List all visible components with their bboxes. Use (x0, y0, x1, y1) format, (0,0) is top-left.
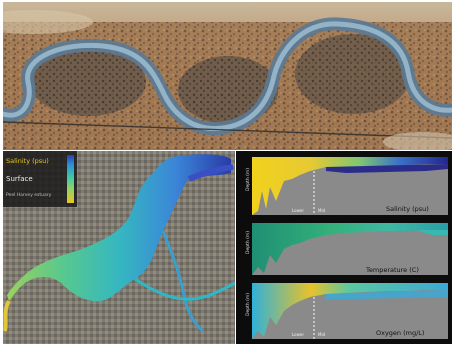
aerial-photo-graphic (3, 2, 452, 150)
temperature-title: Temperature (C) (365, 266, 419, 274)
profile-panel-salinity: Depth (m) Lower Mid Salinity (psu) (245, 157, 448, 215)
estuary-map-graphic: Salinity (psu) Surface Peel Harvey estua… (3, 151, 235, 344)
oxygen-title: Oxygen (mg/L) (376, 329, 424, 337)
salinity-title: Salinity (psu) (386, 205, 429, 213)
legend-colorbar (67, 155, 74, 203)
oxygen-y-label: Depth (m) (245, 293, 251, 316)
salinity-marker-right: Mid (318, 208, 326, 213)
legend-title: Salinity (psu) (6, 157, 49, 165)
salinity-marker-left: Lower (292, 208, 304, 213)
salinity-y-label: Depth (m) (245, 168, 251, 191)
depth-profile-panels: Depth (m) Lower Mid Salinity (psu) Depth… (236, 151, 452, 344)
estuary-salinity-map: Salinity (psu) Surface Peel Harvey estua… (3, 151, 235, 344)
map-legend (3, 151, 77, 207)
temperature-y-label: Depth (m) (245, 231, 251, 254)
oxygen-marker-left: Lower (292, 332, 304, 337)
profile-panel-temperature: Depth (m) Temperature (C) (245, 223, 448, 275)
estuary-water (7, 154, 231, 302)
oxygen-marker-right: Mid (318, 332, 326, 337)
layer-label: Surface (6, 175, 33, 183)
aerial-river-photo (3, 2, 452, 150)
map-caption: Peel Harvey estuary (6, 192, 52, 198)
profiles-graphic: Depth (m) Lower Mid Salinity (psu) Depth… (245, 157, 448, 339)
profile-panel-oxygen: Depth (m) Lower Mid Oxygen (mg/L) (245, 283, 448, 339)
